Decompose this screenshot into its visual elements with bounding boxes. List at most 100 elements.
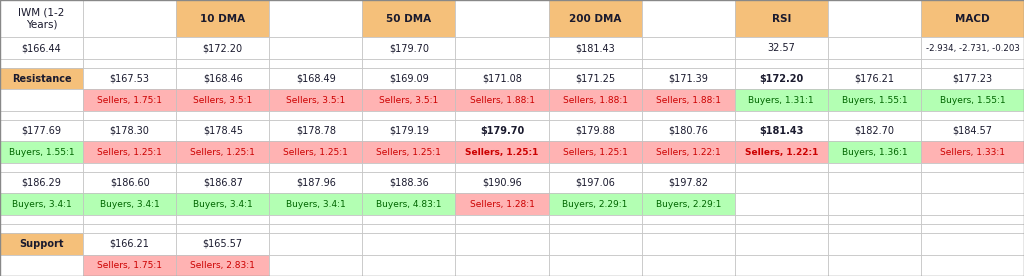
Bar xyxy=(549,89,642,111)
Bar xyxy=(735,163,827,172)
Text: 10 DMA: 10 DMA xyxy=(200,14,246,24)
Bar xyxy=(83,193,176,215)
Bar xyxy=(0,141,83,163)
Bar xyxy=(921,37,1024,59)
Bar xyxy=(735,111,827,120)
Bar xyxy=(549,193,642,215)
Bar xyxy=(176,233,269,254)
Bar xyxy=(456,224,549,233)
Text: $186.29: $186.29 xyxy=(22,178,61,188)
Text: Buyers, 2.29:1: Buyers, 2.29:1 xyxy=(562,200,628,209)
Bar xyxy=(362,163,456,172)
Bar xyxy=(362,254,456,276)
Bar xyxy=(735,59,827,68)
Bar xyxy=(921,0,1024,37)
Bar xyxy=(176,215,269,224)
Bar xyxy=(83,215,176,224)
Bar xyxy=(456,193,549,215)
Bar xyxy=(0,224,83,233)
Bar xyxy=(456,233,549,254)
Text: $178.45: $178.45 xyxy=(203,126,243,136)
Bar xyxy=(362,111,456,120)
Text: $187.96: $187.96 xyxy=(296,178,336,188)
Bar xyxy=(269,120,362,141)
Bar xyxy=(735,224,827,233)
Bar xyxy=(549,254,642,276)
Bar xyxy=(921,163,1024,172)
Bar xyxy=(827,68,921,89)
Bar xyxy=(642,0,735,37)
Text: Sellers, 3.5:1: Sellers, 3.5:1 xyxy=(379,95,438,105)
Text: $181.43: $181.43 xyxy=(575,43,615,53)
Bar xyxy=(549,59,642,68)
Bar xyxy=(83,141,176,163)
Bar xyxy=(735,0,827,37)
Bar xyxy=(362,37,456,59)
Bar xyxy=(735,233,827,254)
Text: $190.96: $190.96 xyxy=(482,178,522,188)
Bar xyxy=(83,120,176,141)
Bar xyxy=(176,193,269,215)
Bar xyxy=(83,254,176,276)
Text: IWM (1-2
Years): IWM (1-2 Years) xyxy=(18,8,65,30)
Text: Buyers, 2.29:1: Buyers, 2.29:1 xyxy=(655,200,721,209)
Bar xyxy=(827,254,921,276)
Bar xyxy=(456,0,549,37)
Bar xyxy=(735,141,827,163)
Bar xyxy=(456,254,549,276)
Text: Buyers, 3.4:1: Buyers, 3.4:1 xyxy=(193,200,253,209)
Bar xyxy=(0,111,83,120)
Text: Sellers, 1.25:1: Sellers, 1.25:1 xyxy=(465,148,539,157)
Text: $181.43: $181.43 xyxy=(759,126,804,136)
Bar xyxy=(362,215,456,224)
Bar xyxy=(921,120,1024,141)
Bar xyxy=(456,59,549,68)
Text: Buyers, 3.4:1: Buyers, 3.4:1 xyxy=(11,200,72,209)
Bar xyxy=(456,120,549,141)
Bar xyxy=(642,89,735,111)
Bar xyxy=(827,215,921,224)
Bar xyxy=(549,163,642,172)
Text: Sellers, 3.5:1: Sellers, 3.5:1 xyxy=(194,95,252,105)
Bar xyxy=(176,120,269,141)
Bar xyxy=(269,254,362,276)
Text: $166.44: $166.44 xyxy=(22,43,61,53)
Text: $188.36: $188.36 xyxy=(389,178,429,188)
Bar xyxy=(0,172,83,193)
Bar xyxy=(827,163,921,172)
Bar xyxy=(921,68,1024,89)
Text: $165.57: $165.57 xyxy=(203,239,243,249)
Bar xyxy=(456,37,549,59)
Bar xyxy=(735,172,827,193)
Text: RSI: RSI xyxy=(772,14,791,24)
Bar xyxy=(735,193,827,215)
Bar xyxy=(456,172,549,193)
Bar xyxy=(83,0,176,37)
Bar xyxy=(642,215,735,224)
Text: $168.46: $168.46 xyxy=(203,74,243,84)
Bar xyxy=(269,0,362,37)
Text: Sellers, 1.25:1: Sellers, 1.25:1 xyxy=(377,148,441,157)
Bar xyxy=(921,215,1024,224)
Text: Sellers, 1.28:1: Sellers, 1.28:1 xyxy=(470,200,535,209)
Bar xyxy=(362,59,456,68)
Bar xyxy=(827,37,921,59)
Bar xyxy=(827,172,921,193)
Bar xyxy=(362,224,456,233)
Text: $171.25: $171.25 xyxy=(575,74,615,84)
Bar xyxy=(176,254,269,276)
Text: Sellers, 1.75:1: Sellers, 1.75:1 xyxy=(97,95,162,105)
Bar xyxy=(735,37,827,59)
Bar xyxy=(549,141,642,163)
Bar xyxy=(269,68,362,89)
Bar xyxy=(735,120,827,141)
Bar xyxy=(642,172,735,193)
Text: $167.53: $167.53 xyxy=(110,74,150,84)
Bar xyxy=(642,141,735,163)
Bar xyxy=(83,68,176,89)
Text: $172.20: $172.20 xyxy=(759,74,804,84)
Text: Sellers, 1.25:1: Sellers, 1.25:1 xyxy=(562,148,628,157)
Text: $179.70: $179.70 xyxy=(480,126,524,136)
Text: $171.39: $171.39 xyxy=(669,74,709,84)
Text: Sellers, 1.75:1: Sellers, 1.75:1 xyxy=(97,261,162,270)
